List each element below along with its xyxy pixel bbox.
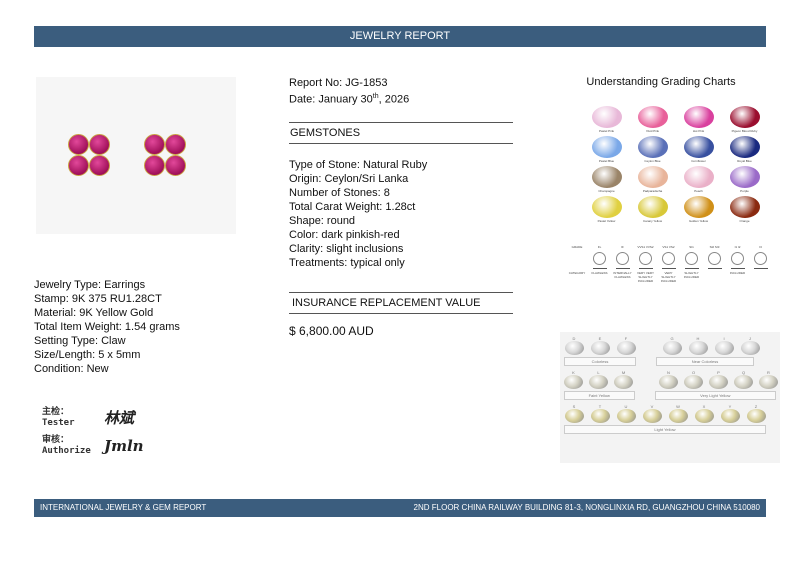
clarity-grade: I3: [751, 245, 770, 283]
gem-swatch: Pastel Blue: [584, 136, 629, 163]
gem-swatch: Cornflower: [676, 136, 721, 163]
earrings-photo: [36, 77, 236, 234]
condition: Condition: New: [34, 363, 109, 375]
report-header: JEWELRY REPORT: [34, 26, 766, 47]
report-date: Date: January 30th, 2026: [289, 93, 410, 106]
grading-title: Understanding Grading Charts: [586, 76, 736, 88]
diamond-color-grade: H: [688, 336, 708, 355]
gemstone-details: Type of Stone: Natural Ruby Origin: Ceyl…: [289, 158, 513, 270]
size: Size/Length: 5 x 5mm: [34, 349, 141, 361]
color-group-label: Faint Yellow: [564, 391, 635, 400]
shape: Shape: round: [289, 214, 356, 227]
clarity: Clarity: slight inclusions: [289, 242, 404, 255]
diamond-color-grade: G: [662, 336, 682, 355]
diamond-color-grade: K: [564, 370, 583, 389]
footer-address: 2ND FLOOR CHINA RAILWAY BUILDING 81-3, N…: [413, 503, 760, 512]
insurance-heading: INSURANCE REPLACEMENT VALUE: [289, 291, 513, 314]
diamond-color-grade: M: [614, 370, 633, 389]
diamond-color-grade: V: [642, 404, 662, 423]
gem-swatch: Purple: [722, 166, 767, 193]
gem-swatch: Golden Yellow: [676, 196, 721, 223]
carat-weight: Total Carat Weight: 1.28ct: [289, 200, 416, 213]
stone-type: Type of Stone: Natural Ruby: [289, 158, 428, 171]
diamond-color-grade: N: [659, 370, 678, 389]
gem-swatch: Padparadscha: [630, 166, 675, 193]
material: Material: 9K Yellow Gold: [34, 307, 154, 319]
tester-label: Tester: [42, 418, 75, 428]
diamond-color-grade: Q: [734, 370, 753, 389]
clarity-grade: SI2 SI3: [705, 245, 724, 283]
gem-color-chart: Pastel Pink Vivid Pink Hot Pink Pigeon Bloo…: [584, 106, 780, 223]
footer-org: INTERNATIONAL JEWELRY & GEM REPORT: [40, 503, 207, 512]
gem-swatch: Pigeon Blood Ruby: [722, 106, 767, 133]
gemstones-heading: GEMSTONES: [289, 121, 513, 144]
report-footer: INTERNATIONAL JEWELRY & GEM REPORT 2ND F…: [34, 499, 766, 517]
clarity-chart: GRADE CATEGORY FL FLAWLESS IF INTERNALLY FLAW…: [568, 245, 780, 283]
treatments: Treatments: typical only: [289, 256, 405, 269]
diamond-color-grade: W: [668, 404, 688, 423]
clarity-grade: VS1 VS2 VERY SLIGHTLY INCLUDED: [660, 245, 677, 283]
stamp: Stamp: 9K 375 RU1.28CT: [34, 293, 162, 305]
tester-label-cn: 主检：: [42, 407, 70, 417]
diamond-color-grade: J: [740, 336, 760, 355]
diamond-color-grade: Z: [746, 404, 766, 423]
earring-right: [142, 132, 188, 178]
setting-type: Setting Type: Claw: [34, 335, 126, 347]
jewelry-details: Jewelry Type: Earrings Stamp: 9K 375 RU1…: [34, 278, 180, 376]
gem-swatch: Pastel Yellow: [584, 196, 629, 223]
earring-left: [66, 132, 112, 178]
diamond-color-grade: T: [590, 404, 610, 423]
color-group-label: Very Light Yellow: [654, 391, 776, 400]
diamond-color-grade: S: [564, 404, 584, 423]
report-details: Report No: JG-1853 Date: January 30th, 2…: [289, 76, 513, 338]
gem-swatch: Royal Blue: [722, 136, 767, 163]
diamond-color-grade: U: [616, 404, 636, 423]
gem-swatch: Vivid Pink: [630, 106, 675, 133]
report-number: Report No: JG-1853: [289, 77, 388, 89]
authorize-signature: Jmln: [104, 436, 144, 455]
diamond-color-grade: X: [694, 404, 714, 423]
color-group-label: Near Colorless: [656, 357, 754, 366]
gem-swatch: Peach: [676, 166, 721, 193]
authorize-label: Authorize: [42, 446, 91, 456]
gem-swatch: Orange: [722, 196, 767, 223]
total-weight: Total Item Weight: 1.54 grams: [34, 321, 180, 333]
color-group-label: Light Yellow: [564, 425, 766, 434]
clarity-grade: VVS1 VVS2 VERY VERY SLIGHTLY INCLUDED: [636, 245, 654, 283]
gem-swatch: Champagne: [584, 166, 629, 193]
clarity-grade: I1 I2 INCLUDED: [729, 245, 746, 275]
stone-count: Number of Stones: 8: [289, 186, 390, 199]
diamond-color-grade: F: [616, 336, 636, 355]
diamond-color-chart: D E F G H I J Colorless Near Colorless K L M N O P Q R Fa…: [560, 332, 780, 463]
diamond-color-grade: Y: [720, 404, 740, 423]
clarity-grade: FL FLAWLESS: [591, 245, 608, 275]
clarity-grade: IF INTERNALLY FLAWLESS: [613, 245, 632, 279]
gem-swatch: Hot Pink: [676, 106, 721, 133]
diamond-color-grade: P: [709, 370, 728, 389]
color: Color: dark pinkish-red: [289, 228, 400, 241]
diamond-color-grade: R: [759, 370, 778, 389]
diamond-color-grade: D: [564, 336, 584, 355]
tester-signature: 林斌: [104, 408, 135, 427]
diamond-color-grade: I: [714, 336, 734, 355]
diamond-color-grade: E: [590, 336, 610, 355]
gem-swatch: Pastel Pink: [584, 106, 629, 133]
diamond-color-grade: O: [684, 370, 703, 389]
clarity-grade: SI1 SLIGHTLY INCLUDED: [683, 245, 700, 279]
gem-swatch: Canary Yellow: [630, 196, 675, 223]
jewelry-type: Jewelry Type: Earrings: [34, 279, 146, 291]
signature-block: 主检： Tester 林斌 审核： Authorize Jmln: [42, 404, 144, 460]
origin: Origin: Ceylon/Sri Lanka: [289, 172, 409, 185]
grading-charts: Understanding Grading Charts Pastel Pink…: [560, 76, 780, 283]
diamond-color-grade: L: [589, 370, 608, 389]
color-group-label: Colorless: [564, 357, 636, 366]
authorize-label-cn: 审核：: [42, 435, 70, 445]
gem-swatch: Ceylon Blue: [630, 136, 675, 163]
insurance-value: $ 6,800.00 AUD: [289, 323, 374, 338]
